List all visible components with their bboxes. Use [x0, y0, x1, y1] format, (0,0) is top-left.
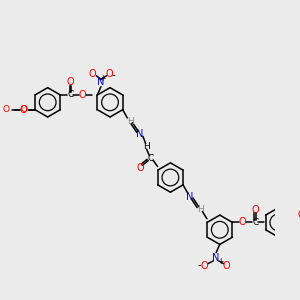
Text: -: -: [198, 260, 202, 270]
Text: O: O: [252, 205, 259, 214]
Text: O: O: [79, 90, 86, 100]
Text: +: +: [218, 257, 224, 266]
Text: N: N: [186, 192, 193, 202]
Text: C: C: [147, 154, 153, 163]
Text: C: C: [67, 91, 74, 100]
Text: O: O: [89, 69, 97, 79]
Text: O: O: [67, 77, 74, 87]
Text: H: H: [197, 205, 204, 214]
Text: O: O: [222, 260, 230, 271]
Text: H: H: [143, 142, 150, 151]
Text: O: O: [21, 105, 28, 114]
Text: O: O: [200, 260, 208, 271]
Text: N: N: [136, 129, 144, 140]
Text: N: N: [212, 253, 220, 263]
Text: O: O: [136, 163, 144, 173]
Text: +: +: [100, 74, 106, 83]
Text: C: C: [252, 218, 259, 227]
Text: O: O: [2, 105, 9, 114]
Text: O: O: [239, 218, 246, 227]
Text: O: O: [297, 210, 300, 220]
Text: -: -: [111, 70, 115, 80]
Text: O: O: [105, 69, 113, 79]
Text: N: N: [97, 77, 105, 87]
Text: H: H: [127, 117, 134, 126]
Text: O: O: [19, 105, 27, 115]
